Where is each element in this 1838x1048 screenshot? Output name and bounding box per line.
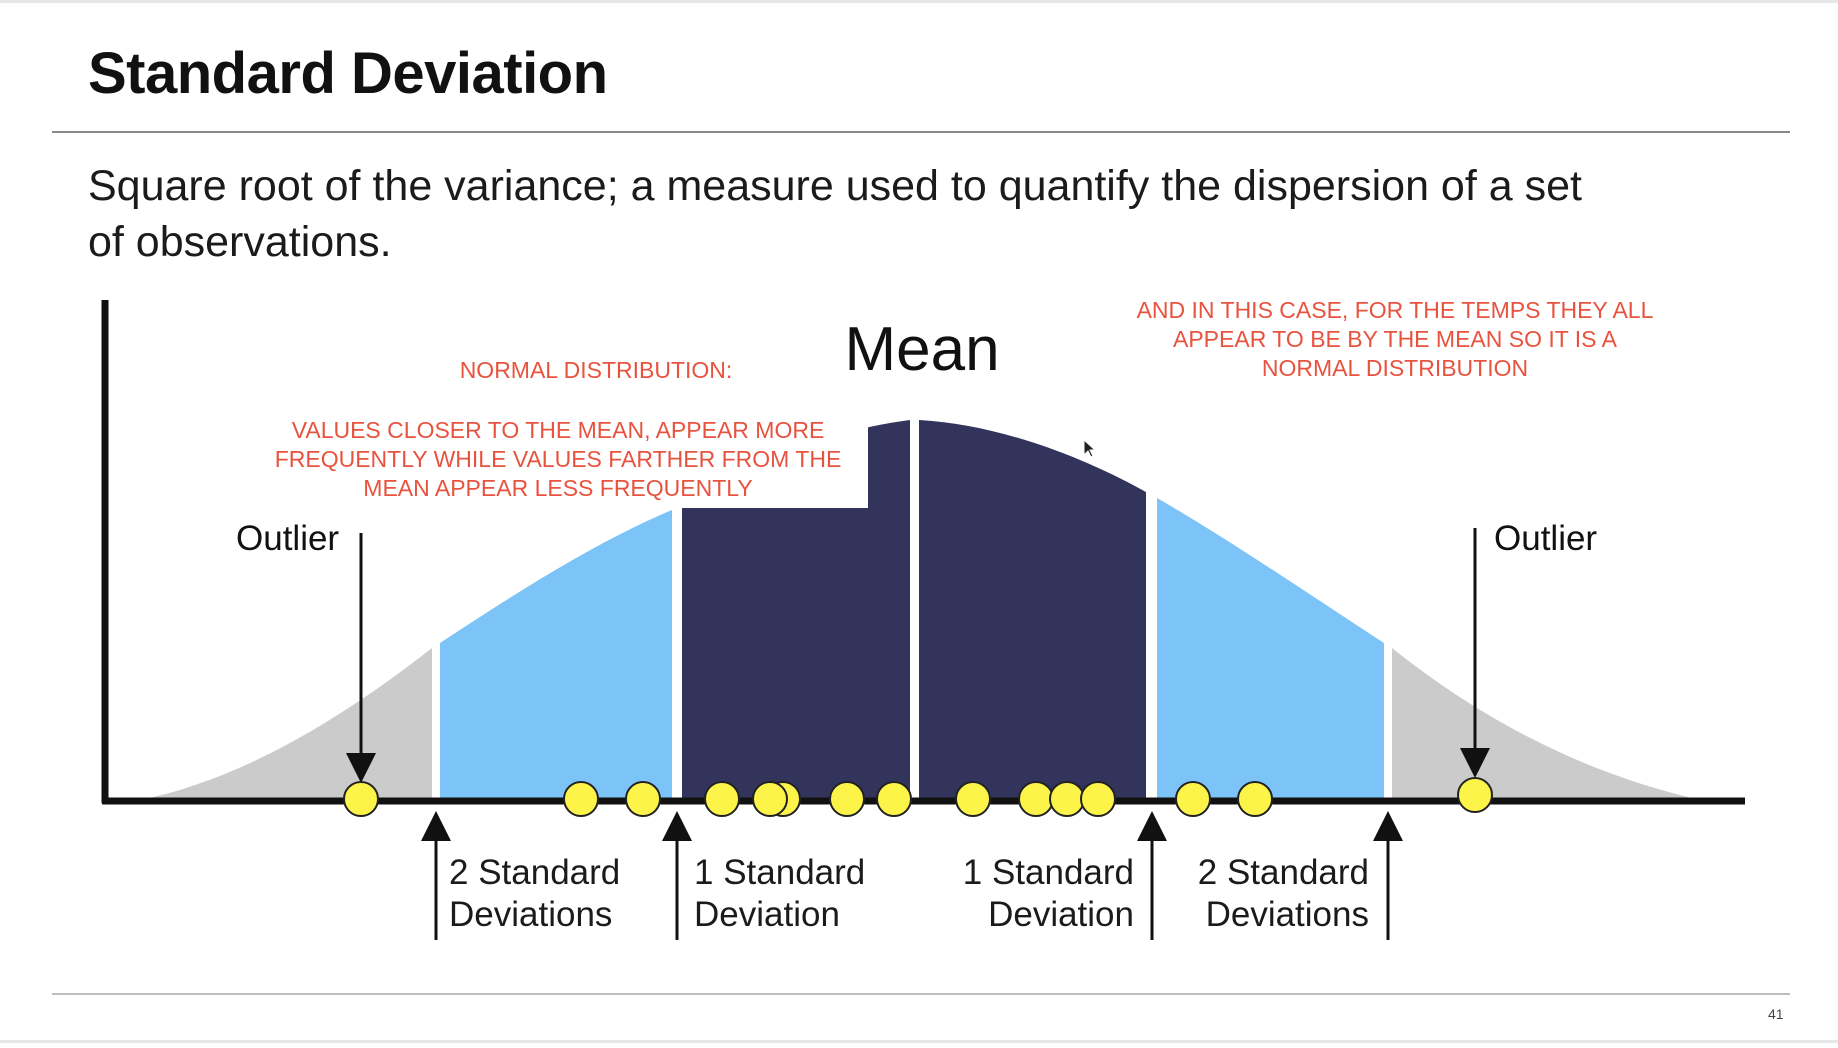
- explanation-line-2: FREQUENTLY WHILE VALUES FARTHER FROM THE: [274, 446, 842, 472]
- annotation-backdrop: [248, 408, 868, 508]
- sd-label-left-2-line2: Deviations: [449, 895, 612, 934]
- right-outer-tail-region: [1392, 648, 1700, 800]
- data-point: [563, 781, 599, 817]
- data-point: [752, 781, 788, 817]
- sd-label-right-1-line1: 1 Standard: [963, 853, 1134, 892]
- outlier-left-label: Outlier: [236, 519, 339, 558]
- sd-label-right-2-line2: Deviations: [1206, 895, 1369, 934]
- sd-label-right-2-line1: 2 Standard: [1198, 853, 1369, 892]
- data-point: [829, 781, 865, 817]
- normal-distribution-heading: NORMAL DISTRIBUTION:: [459, 357, 733, 383]
- data-point: [1457, 777, 1493, 813]
- data-point: [1018, 781, 1054, 817]
- data-point: [955, 781, 991, 817]
- slide-title: Standard Deviation: [88, 41, 608, 106]
- data-point: [876, 781, 912, 817]
- data-point: [1175, 781, 1211, 817]
- left-two-sd-region: [440, 510, 672, 800]
- temps-note-line-1: AND IN THIS CASE, FOR THE TEMPS THEY ALL: [1136, 297, 1654, 323]
- data-points: [343, 777, 1493, 817]
- bottom-border: [0, 1040, 1838, 1043]
- data-point: [1080, 781, 1116, 817]
- temps-note-line-2: APPEAR TO BE BY THE MEAN SO IT IS A: [1173, 326, 1617, 352]
- data-point: [704, 781, 740, 817]
- data-point: [625, 781, 661, 817]
- footer-divider: [52, 993, 1790, 995]
- sd-label-left-1-line1: 1 Standard: [694, 853, 865, 892]
- sd-label-left-1-line2: Deviation: [694, 895, 840, 934]
- sd-label-left-2-line1: 2 Standard: [449, 853, 620, 892]
- temps-note-line-3: NORMAL DISTRIBUTION: [1261, 355, 1529, 381]
- data-point: [1237, 781, 1273, 817]
- mouse-cursor-icon: [1083, 438, 1097, 458]
- right-one-sd-region: [919, 420, 1146, 800]
- normal-distribution-explanation: VALUES CLOSER TO THE MEAN, APPEAR MORE F…: [248, 416, 868, 503]
- title-divider: [52, 131, 1790, 133]
- slide-subtitle: Square root of the variance; a measure u…: [88, 162, 1582, 266]
- outlier-right-label: Outlier: [1494, 519, 1597, 558]
- temps-note: AND IN THIS CASE, FOR THE TEMPS THEY ALL…: [1100, 296, 1690, 383]
- data-point: [1049, 781, 1085, 817]
- top-border: [0, 0, 1838, 3]
- left-outer-tail-region: [140, 648, 432, 800]
- page-number: 41: [1768, 1006, 1784, 1022]
- right-two-sd-region: [1157, 498, 1384, 800]
- explanation-line-1: VALUES CLOSER TO THE MEAN, APPEAR MORE: [291, 417, 825, 443]
- explanation-line-3: MEAN APPEAR LESS FREQUENTLY: [363, 475, 753, 501]
- data-point: [343, 781, 379, 817]
- left-one-sd-region: [682, 420, 910, 800]
- sd-label-right-1-line2: Deviation: [988, 895, 1134, 934]
- mean-label: Mean: [844, 315, 999, 384]
